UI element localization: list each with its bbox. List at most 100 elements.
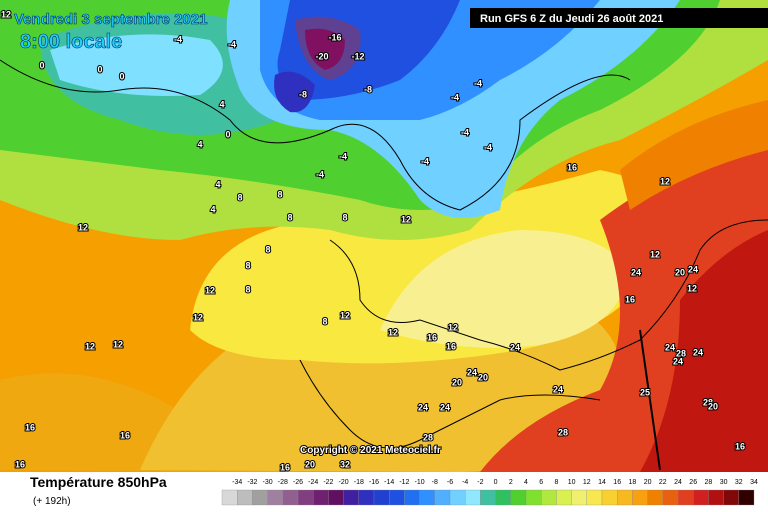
contour-label: 24 <box>665 342 675 352</box>
colorbar-swatch <box>647 489 663 506</box>
contour-labels: 12 -16-20 -12 -8 -8 -4 -4 0 0 0 -4 -4 -4 -4 -4 -4 -4 0 4 4 4… <box>0 8 746 473</box>
colorbar-swatch <box>708 489 724 506</box>
colorbar-swatch <box>358 489 375 506</box>
contour-label: 16 <box>427 332 437 342</box>
contour-label: 12 <box>448 322 458 332</box>
contour-label: 12 <box>85 341 95 351</box>
contour-label: 25 <box>640 387 650 397</box>
colorbar-label: 34 <box>750 479 758 486</box>
colorbar-label: 16 <box>613 479 621 486</box>
contour-label: -4 <box>339 151 347 161</box>
contour-label: 16 <box>280 462 290 472</box>
contour-label: -4 <box>484 142 492 152</box>
colorbar-label: -22 <box>323 479 333 486</box>
contour-label: 4 <box>215 179 220 189</box>
colorbar-label: -16 <box>369 479 379 486</box>
contour-label: 12 <box>401 214 411 224</box>
colorbar-label: -14 <box>384 479 394 486</box>
contour-label: 4 <box>219 99 224 109</box>
contour-label: 8 <box>237 192 242 202</box>
contour-label: -4 <box>316 169 324 179</box>
colorbar-swatch <box>267 489 283 506</box>
contour-label: 12 <box>650 249 660 259</box>
contour-label: 8 <box>287 212 292 222</box>
colorbar-label: -6 <box>447 479 453 486</box>
forecast-time: 8:00 locale <box>20 31 122 53</box>
contour-label: 12 <box>388 327 398 337</box>
contour-label: 28 <box>558 427 568 437</box>
colorbar-label: 14 <box>598 479 606 486</box>
colorbar-swatch <box>221 489 238 506</box>
contour-label: -4 <box>228 39 236 49</box>
colorbar-swatch <box>586 489 603 506</box>
colorbar-swatch <box>662 489 679 506</box>
colorbar-swatch <box>693 489 709 506</box>
contour-label: 24 <box>440 402 450 412</box>
colorbar-swatch <box>282 489 299 506</box>
contour-label: 24 <box>510 342 520 352</box>
footer-title: Température 850hPa <box>30 474 167 490</box>
contour-label: 0 <box>225 129 230 139</box>
contour-label: -12 <box>351 51 364 61</box>
contour-label: 8 <box>277 189 282 199</box>
contour-label: 16 <box>735 441 745 451</box>
contour-label: 8 <box>245 260 250 270</box>
colorbar-label: 10 <box>568 479 576 486</box>
contour-label: 4 <box>210 204 215 214</box>
contour-label: 32 <box>340 459 350 469</box>
contour-label: 12 <box>205 285 215 295</box>
colorbar-swatch <box>495 489 511 506</box>
colorbar-label: -26 <box>293 479 303 486</box>
colorbar-swatch <box>556 489 572 506</box>
contour-label: 24 <box>693 347 703 357</box>
colorbar-swatch <box>738 489 755 506</box>
contour-label: 12 <box>660 176 670 186</box>
contour-label: 8 <box>245 284 250 294</box>
contour-label: 12 <box>78 222 88 232</box>
colorbar-swatch <box>237 489 253 506</box>
colorbar-label: -30 <box>263 479 273 486</box>
colorbar-swatch <box>632 489 648 506</box>
colorbar-label: -4 <box>462 479 468 486</box>
colorbar-label: 22 <box>659 479 667 486</box>
contour-label: -4 <box>461 127 469 137</box>
contour-label: 16 <box>15 459 25 469</box>
colorbar-swatch <box>252 489 268 506</box>
colorbar-label: 18 <box>629 479 637 486</box>
contour-label: -16 <box>328 32 341 42</box>
contour-label: 20 <box>305 459 315 469</box>
colorbar-swatch <box>525 489 542 506</box>
colorbar-swatch <box>571 489 587 506</box>
contour-label: 24 <box>418 402 428 412</box>
colorbar-label: 2 <box>509 479 513 486</box>
colorbar-swatch <box>373 489 390 506</box>
colorbar-label: 26 <box>689 479 697 486</box>
contour-label: 0 <box>119 71 124 81</box>
contour-label: 24 <box>631 267 641 277</box>
contour-label: 20 <box>675 267 685 277</box>
colorbar-swatch <box>434 489 451 506</box>
colorbar-label: 24 <box>674 479 682 486</box>
colorbar-label: -20 <box>339 479 349 486</box>
contour-label: 28 <box>676 348 686 358</box>
colorbar-swatch <box>480 489 496 506</box>
colorbar-label: 20 <box>644 479 652 486</box>
contour-label: -8 <box>299 89 307 99</box>
colorbar-label: -2 <box>477 479 483 486</box>
colorbar: -34 -32 -30 -28 -26 -24 -22 -20 -18 -16 -14 -12 -10-… <box>221 479 758 506</box>
colorbar-swatch <box>510 489 527 506</box>
forecast-date: Vendredi 3 septembre 2021 <box>14 11 207 28</box>
colorbar-label: -28 <box>278 479 288 486</box>
contour-label: 8 <box>265 244 270 254</box>
contour-label: 20 <box>452 377 462 387</box>
colorbar-swatch <box>328 489 344 506</box>
contour-label: 12 <box>193 312 203 322</box>
coastlines <box>0 59 768 471</box>
colorbar-swatch <box>313 489 329 506</box>
colorbar-swatch <box>601 489 618 506</box>
contour-label: 12 <box>113 339 123 349</box>
colorbar-swatch <box>617 489 633 506</box>
colorbar-label: -18 <box>354 479 364 486</box>
colorbar-swatch <box>677 489 694 506</box>
contour-label: 16 <box>120 430 130 440</box>
